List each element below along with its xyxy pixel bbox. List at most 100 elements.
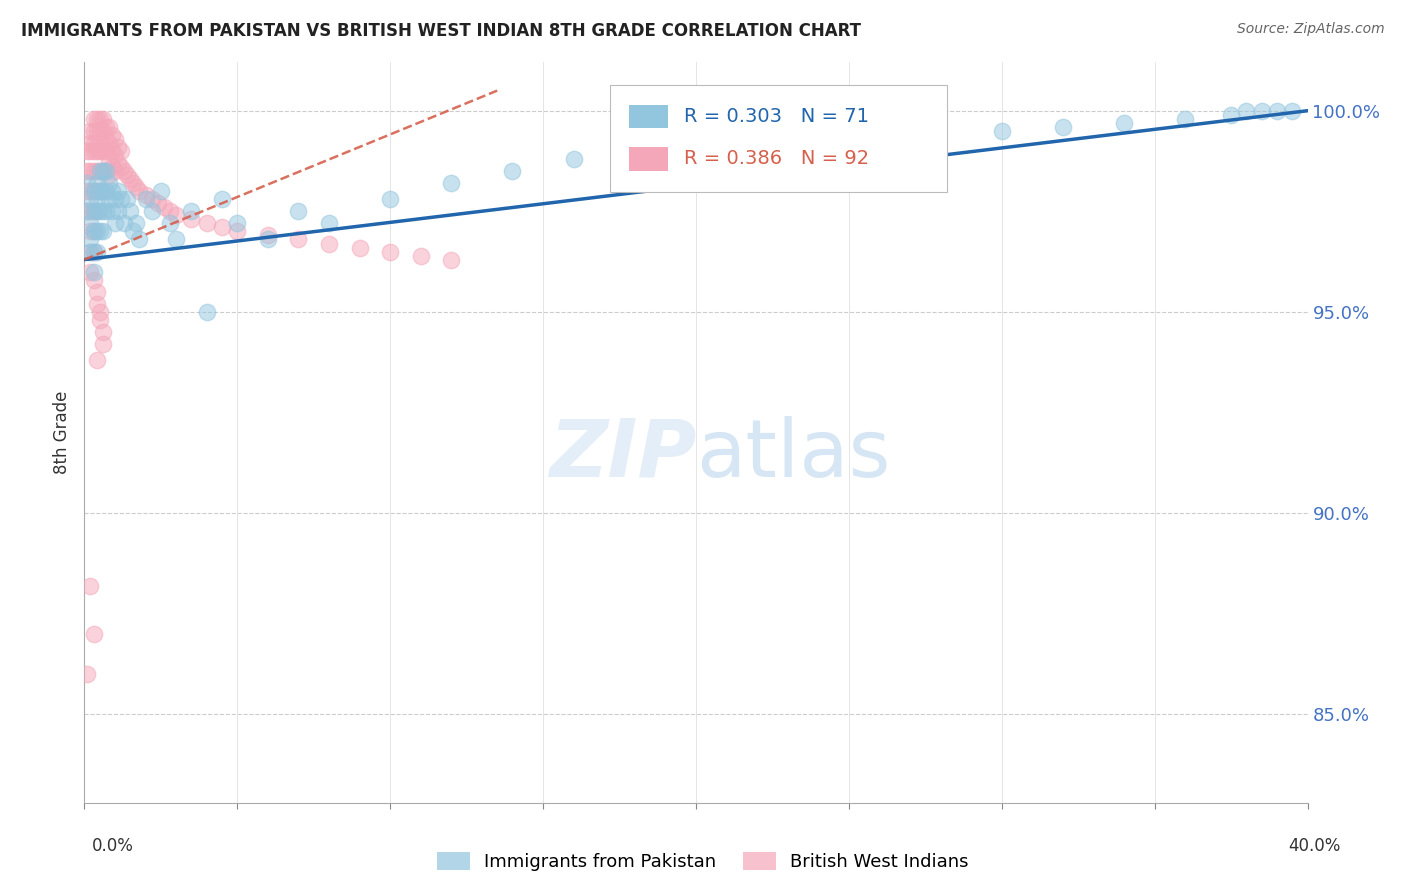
Point [135,192,157,206]
Point [89,224,111,238]
Point [159,216,181,230]
Point [86,285,108,299]
Point [94,144,117,158]
Text: atlas: atlas [696,416,890,494]
Point [79,244,101,259]
Point [110,144,132,158]
Point [86,136,108,150]
Text: 40.0%: 40.0% [1288,837,1341,855]
Point [380,244,402,259]
Point [89,204,111,219]
Point [195,305,218,319]
Point [1220,108,1243,122]
Point [83,224,105,238]
Point [440,176,463,190]
FancyBboxPatch shape [628,104,668,128]
Point [86,297,108,311]
Point [91,124,114,138]
Point [83,204,105,219]
Point [91,337,114,351]
Point [141,204,163,219]
Point [83,273,105,287]
Point [146,196,169,211]
Point [349,241,371,255]
Point [86,144,108,158]
Point [101,204,124,219]
Point [79,204,101,219]
Point [180,204,202,219]
Point [318,216,340,230]
Point [257,232,280,246]
FancyBboxPatch shape [610,85,946,192]
Point [79,578,101,592]
Point [91,184,114,198]
Point [101,128,124,142]
Point [97,120,120,134]
Point [562,152,585,166]
Point [79,136,101,150]
Point [83,224,105,238]
Point [86,204,108,219]
Point [89,305,111,319]
Point [107,184,129,198]
Point [79,184,101,198]
Point [110,192,132,206]
Point [83,184,105,198]
Point [115,192,138,206]
Text: R = 0.386   N = 92: R = 0.386 N = 92 [683,149,869,169]
Point [1281,103,1303,118]
Point [91,112,114,126]
Point [83,144,105,158]
Point [287,204,309,219]
Point [141,192,163,206]
Point [83,627,105,641]
Point [685,144,707,158]
Point [94,204,117,219]
Point [86,244,108,259]
Point [104,216,127,230]
Point [76,144,98,158]
Point [83,265,105,279]
Point [1236,103,1258,118]
Point [991,124,1014,138]
Point [79,144,101,158]
Point [94,132,117,146]
Point [76,667,98,681]
Point [94,184,117,198]
Point [91,224,114,238]
Point [83,204,105,219]
Point [318,236,340,251]
Point [110,160,132,174]
Point [1174,112,1197,126]
Point [165,208,187,222]
Point [86,184,108,198]
Point [153,200,176,214]
Point [79,265,101,279]
Point [97,192,120,206]
Point [86,224,108,238]
Point [83,244,105,259]
Point [89,144,111,158]
Point [86,353,108,368]
Point [226,216,249,230]
Point [76,176,98,190]
Point [89,112,111,126]
Point [89,184,111,198]
Point [83,124,105,138]
Point [226,224,249,238]
Point [86,164,108,178]
Point [180,212,202,227]
Point [86,192,108,206]
Point [89,313,111,327]
Point [97,152,120,166]
Point [112,164,135,178]
Point [409,249,432,263]
Point [83,164,105,178]
Point [101,184,124,198]
Point [1052,120,1074,134]
Point [76,204,98,219]
Point [83,112,105,126]
Point [91,325,114,339]
Point [211,192,233,206]
Point [83,136,105,150]
